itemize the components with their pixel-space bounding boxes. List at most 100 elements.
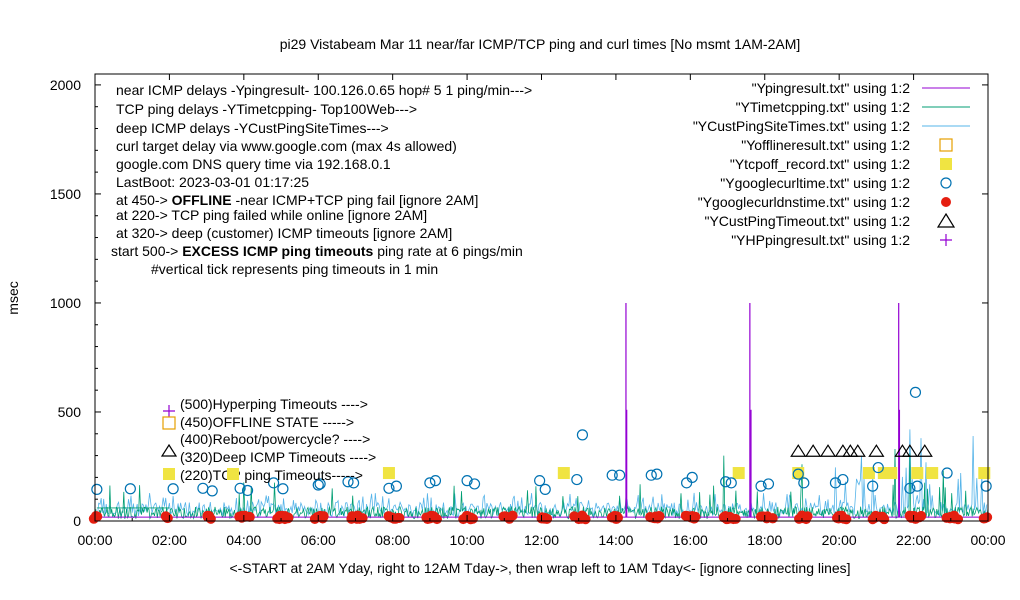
info-line-10-pre: start 500-> (111, 243, 178, 259)
y-tick-label: 500 (58, 404, 82, 420)
y-tick-label: 2000 (50, 77, 81, 93)
dns-point (281, 512, 292, 523)
cust-timeout-point (894, 444, 911, 457)
hp-plus-icon (163, 405, 175, 417)
curl-point (725, 477, 737, 489)
dns-point (978, 513, 989, 524)
legend-label: "Ygooglecurltime.txt" using 1:2 (720, 175, 910, 191)
cust-timeout-point (819, 444, 837, 457)
cust-timeout-point (868, 444, 885, 457)
dns-point (878, 513, 889, 524)
tcpoff-point (885, 467, 898, 480)
markers-legend: (500)Hyperping Timeouts ----> (450)OFFLI… (160, 396, 376, 483)
curl-point (720, 476, 732, 488)
dns-point (203, 511, 214, 522)
curl-point (167, 483, 179, 495)
curl-point (645, 469, 657, 481)
curl-point (347, 477, 360, 489)
curl-point (468, 478, 481, 490)
curl-point (424, 477, 436, 489)
legend-label: "YTimetcpping.txt" using 1:2 (736, 99, 911, 115)
series-cust-timeout (790, 444, 933, 457)
cust-timeout-point (849, 444, 866, 457)
y-tick-label: 1500 (50, 186, 81, 202)
curl-point (980, 480, 992, 492)
legend-label: "YHPpingresult.txt" using 1:2 (731, 232, 910, 248)
curl-point (681, 477, 693, 489)
x-tick-label: 18:00 (747, 532, 782, 548)
dns-point (654, 511, 665, 522)
legend-label: "YCustPingSiteTimes.txt" using 1:2 (693, 118, 910, 134)
dns-point (797, 510, 808, 521)
cust-timeout-point (790, 444, 807, 457)
legend-filled-circle-icon (941, 197, 951, 207)
info-text-block: near ICMP delays -Ypingresult- 100.126.0… (111, 82, 532, 277)
curl-point (762, 478, 775, 490)
curl-point (277, 483, 289, 495)
legend-filled-square-icon (940, 158, 952, 170)
legend-open-circle-icon (940, 177, 952, 189)
dns-point (611, 511, 622, 522)
info-line-10-post: ping rate at 6 pings/min (377, 243, 523, 259)
curl-point (798, 477, 810, 489)
curl-point (686, 471, 698, 483)
curl-point (606, 469, 618, 481)
info-line-7: at 450-> OFFLINE -near ICMP+TCP ping fai… (116, 192, 478, 208)
curl-point (911, 480, 923, 492)
y-tick-label: 1000 (50, 295, 81, 311)
tcpoff-square-icon (163, 468, 175, 480)
curl-point (91, 483, 103, 495)
cust-timeout-point (834, 444, 851, 457)
curl-point (539, 483, 551, 495)
curl-point (909, 386, 922, 398)
info-line-7-post: -near ICMP+TCP ping fail [ignore 2AM] (235, 192, 478, 208)
tcpoff-square-icon-2 (227, 468, 239, 480)
tcpoff-point (926, 467, 939, 480)
info-line-8: at 220-> TCP ping failed while online [i… (116, 207, 427, 223)
dns-point (90, 511, 101, 522)
dns-point (160, 511, 171, 522)
dns-point (728, 514, 739, 525)
dns-point (767, 513, 778, 524)
offline-square-icon (162, 416, 176, 430)
x-axis-label: <-START at 2AM Yday, right to 12AM Tday-… (229, 560, 850, 576)
legend-label: "Yofflineresult.txt" using 1:2 (741, 137, 910, 153)
legend: "Ypingresult.txt" using 1:2 "YTimetcpping… (693, 80, 970, 248)
curl-point (755, 480, 767, 492)
curl-point (614, 469, 626, 481)
curl-point (792, 468, 804, 480)
info-line-10: start 500-> EXCESS ICMP ping timeouts pi… (111, 243, 523, 259)
info-line-11: #vertical tick represents ping timeouts … (151, 261, 438, 277)
marker-legend-320: (320)Deep ICMP Timeouts ----> (180, 449, 376, 465)
legend-plus-icon (940, 234, 952, 246)
curl-point (534, 475, 546, 487)
curl-point (429, 475, 442, 487)
dns-point (314, 511, 325, 522)
marker-legend-400: (400)Reboot/powercycle? ----> (180, 431, 370, 447)
curl-point (234, 482, 246, 494)
info-line-7-bold: OFFLINE (172, 192, 232, 208)
tcpoff-point (911, 467, 924, 480)
x-tick-label: 16:00 (673, 532, 708, 548)
info-line-1: near ICMP delays -Ypingresult- 100.126.0… (116, 82, 532, 98)
curl-point (197, 482, 209, 494)
legend-triangle-icon (936, 212, 956, 228)
marker-legend-450: (450)OFFLINE STATE -----> (180, 414, 354, 430)
x-tick-label: 02:00 (152, 532, 187, 548)
timeout-triangle-icon (160, 443, 178, 457)
tcpoff-point (557, 467, 570, 480)
curl-point (314, 478, 326, 490)
curl-point (268, 477, 280, 489)
axes: 00:00 02:00 04:00 06:00 08:00 10:00 12:00 14:00… (50, 74, 1006, 548)
curl-point (837, 473, 849, 486)
info-line-7-pre: at 450-> (116, 192, 168, 208)
curl-point (390, 480, 402, 492)
curl-point (461, 475, 473, 487)
tcpoff-point (382, 467, 395, 480)
info-line-6: LastBoot: 2023-03-01 01:17:25 (116, 174, 309, 190)
dns-point (870, 510, 881, 521)
marker-legend-500: (500)Hyperping Timeouts ----> (180, 396, 368, 412)
legend-label: "Ypingresult.txt" using 1:2 (752, 80, 911, 96)
x-tick-label: 00:00 (77, 532, 112, 548)
